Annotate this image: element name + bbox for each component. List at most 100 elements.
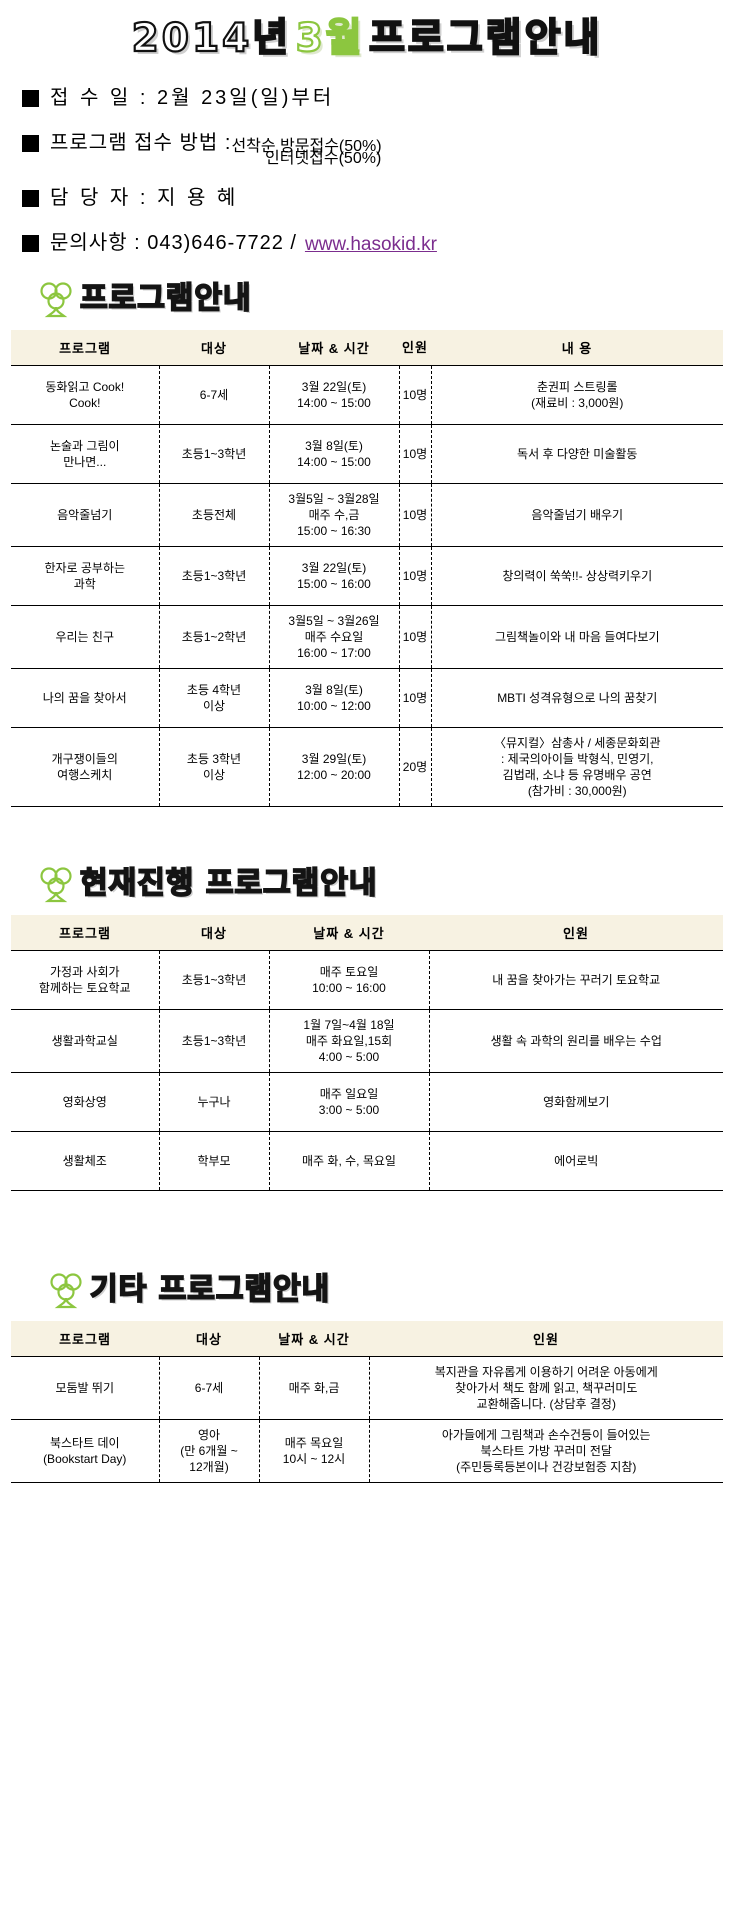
table-row: 한자로 공부하는 과학 초등1~3학년 3월 22일(토) 15:00 ~ 16… [11, 546, 723, 606]
column-header-content: 내 용 [431, 330, 723, 366]
title-year: 2014년 [131, 15, 292, 62]
cell-capacity: 복지관을 자유롭게 이용하기 어려운 아동에게 찾아가서 책도 함께 읽고, 책… [368, 1356, 723, 1420]
cell-program: 동화읽고 Cook! Cook! [11, 365, 159, 425]
cell-datetime: 매주 화, 수, 목요일 [268, 1131, 429, 1191]
column-header-datetime: 날짜 & 시간 [269, 330, 399, 366]
website-link[interactable]: www.hasokid.kr [304, 234, 437, 255]
cell-program: 한자로 공부하는 과학 [11, 546, 159, 606]
cell-target: 6-7세 [158, 1356, 259, 1420]
info-item-label: 담 당 자 : 지 용 혜 [50, 187, 239, 209]
cell-target: 누구나 [158, 1072, 269, 1132]
section-header-programs: 프로그램안내 [36, 276, 734, 322]
cell-datetime: 매주 화,금 [258, 1356, 369, 1420]
cell-program: 음악줄넘기 [11, 483, 159, 547]
table-row: 모둠발 뛰기 6-7세 매주 화,금 복지관을 자유롭게 이용하기 어려운 아동… [11, 1356, 723, 1420]
cell-capacity: 10명 [398, 483, 431, 547]
cell-target: 학부모 [158, 1131, 269, 1191]
cell-capacity: 아가들에게 그림책과 손수건등이 들어있는 북스타트 가방 꾸러미 전달 (주민… [368, 1419, 723, 1483]
cell-capacity: 10명 [398, 668, 431, 728]
cell-program: 개구쟁이들의 여행스케치 [11, 727, 159, 807]
cell-content: 음악줄넘기 배우기 [430, 483, 723, 547]
column-header-capacity: 인원 [399, 330, 431, 366]
column-header-target: 대상 [159, 1321, 259, 1357]
table-row: 논술과 그림이 만나면... 초등1~3학년 3월 8일(토) 14:00 ~ … [11, 424, 723, 484]
column-header-datetime: 날짜 & 시간 [259, 1321, 369, 1357]
cell-target: 영아 (만 6개월 ~ 12개월) [158, 1419, 259, 1483]
column-header-capacity: 인원 [429, 915, 723, 951]
cell-datetime: 3월5일 ~ 3월28일 매주 수,금 15:00 ~ 16:30 [268, 483, 399, 547]
cell-capacity: 10명 [398, 424, 431, 484]
cell-datetime: 3월 8일(토) 14:00 ~ 15:00 [268, 424, 399, 484]
cell-target: 초등1~3학년 [158, 1009, 269, 1073]
column-header-program: 프로그램 [11, 330, 159, 366]
column-header-program: 프로그램 [11, 915, 159, 951]
table-row: 북스타트 데이 (Bookstart Day) 영아 (만 6개월 ~ 12개월… [11, 1419, 723, 1483]
cell-target: 초등1~3학년 [158, 424, 269, 484]
cell-capacity: 에어로빅 [428, 1131, 723, 1191]
cell-datetime: 1월 7일~4월 18일 매주 화요일,15회 4:00 ~ 5:00 [268, 1009, 429, 1073]
black-square-bullet-icon [22, 235, 39, 252]
cell-content: 독서 후 다양한 미술활동 [430, 424, 723, 484]
cell-program: 논술과 그림이 만나면... [11, 424, 159, 484]
info-item-value: 선착순 방문접수(50%) [231, 138, 382, 155]
column-header-target: 대상 [159, 330, 269, 366]
info-item-contact: 문의사항 : 043)646-7722 / www.hasokid.kr [22, 231, 734, 256]
section-title: 현재진행 프로그램안내 [79, 865, 378, 902]
other-programs-table: 프로그램 대상 날짜 & 시간 인원 모둠발 뛰기 6-7세 매주 화,금 복지… [11, 1321, 723, 1483]
cell-datetime: 3월 22일(토) 15:00 ~ 16:00 [268, 546, 399, 606]
black-square-bullet-icon [22, 190, 39, 207]
column-header-target: 대상 [159, 915, 269, 951]
cell-program: 생활체조 [11, 1131, 159, 1191]
section-title: 프로그램안내 [79, 280, 252, 317]
cell-target: 초등1~2학년 [158, 605, 269, 669]
info-item-label: 프로그램 접수 방법 : [50, 132, 232, 154]
cell-datetime: 매주 토요일 10:00 ~ 16:00 [268, 950, 429, 1010]
table-row: 음악줄넘기 초등전체 3월5일 ~ 3월28일 매주 수,금 15:00 ~ 1… [11, 483, 723, 547]
ongoing-programs-table: 프로그램 대상 날짜 & 시간 인원 가정과 사회가 함께하는 토요학교 초등1… [11, 915, 723, 1191]
column-header-datetime: 날짜 & 시간 [269, 915, 429, 951]
column-header-capacity: 인원 [369, 1321, 723, 1357]
table-header-row: 프로그램 대상 날짜 & 시간 인원 [11, 1321, 723, 1357]
section-header-ongoing-programs: 현재진행 프로그램안내 [36, 861, 734, 907]
black-square-bullet-icon [22, 135, 39, 152]
cell-program: 가정과 사회가 함께하는 토요학교 [11, 950, 159, 1010]
table-row: 우리는 친구 초등1~2학년 3월5일 ~ 3월26일 매주 수요일 16:00… [11, 605, 723, 669]
cell-datetime: 3월 8일(토) 10:00 ~ 12:00 [268, 668, 399, 728]
info-item-apply-method: 프로그램 접수 방법 : 선착순 방문접수(50%) [22, 131, 734, 158]
cell-capacity: 10명 [398, 365, 431, 425]
cell-datetime: 매주 일요일 3:00 ~ 5:00 [268, 1072, 429, 1132]
info-list: 접 수 일 : 2월 23일(일)부터 프로그램 접수 방법 : 선착순 방문접… [0, 86, 734, 256]
clover-icon [36, 278, 76, 320]
section-header-other-programs: 기타 프로그램안내 [46, 1267, 734, 1313]
cell-capacity: 내 꿈을 찾아가는 꾸러기 토요학교 [428, 950, 723, 1010]
cell-capacity: 영화함께보기 [428, 1072, 723, 1132]
cell-datetime: 매주 목요일 10시 ~ 12시 [258, 1419, 369, 1483]
cell-target: 초등 4학년 이상 [158, 668, 269, 728]
cell-datetime: 3월5일 ~ 3월26일 매주 수요일 16:00 ~ 17:00 [268, 605, 399, 669]
table-row: 나의 꿈을 찾아서 초등 4학년 이상 3월 8일(토) 10:00 ~ 12:… [11, 668, 723, 728]
programs-table: 프로그램 대상 날짜 & 시간 인원 내 용 동화읽고 Cook! Cook! … [11, 330, 723, 807]
info-item-label: 문의사항 : 043)646-7722 / [50, 232, 297, 254]
cell-program: 생활과학교실 [11, 1009, 159, 1073]
title-rest: 프로그램안내 [368, 15, 603, 62]
section-title: 기타 프로그램안내 [89, 1271, 331, 1308]
table-row: 생활과학교실 초등1~3학년 1월 7일~4월 18일 매주 화요일,15회 4… [11, 1009, 723, 1073]
info-item-label: 접 수 일 : 2월 23일(일)부터 [50, 87, 335, 109]
cell-content: 그림책놀이와 내 마음 들여다보기 [430, 605, 723, 669]
table-row: 영화상영 누구나 매주 일요일 3:00 ~ 5:00 영화함께보기 [11, 1072, 723, 1132]
cell-capacity: 10명 [398, 546, 431, 606]
cell-program: 우리는 친구 [11, 605, 159, 669]
cell-target: 6-7세 [158, 365, 269, 425]
table-row: 동화읽고 Cook! Cook! 6-7세 3월 22일(토) 14:00 ~ … [11, 365, 723, 425]
cell-capacity: 10명 [398, 605, 431, 669]
cell-capacity: 생활 속 과학의 원리를 배우는 수업 [428, 1009, 723, 1073]
clover-icon [36, 863, 76, 905]
title-month: 3월 [294, 15, 365, 62]
black-square-bullet-icon [22, 90, 39, 107]
table-row: 가정과 사회가 함께하는 토요학교 초등1~3학년 매주 토요일 10:00 ~… [11, 950, 723, 1010]
cell-capacity: 20명 [398, 727, 431, 807]
table-header-row: 프로그램 대상 날짜 & 시간 인원 [11, 915, 723, 951]
cell-target: 초등 3학년 이상 [158, 727, 269, 807]
info-item-manager: 담 당 자 : 지 용 혜 [22, 186, 734, 211]
cell-content: MBTI 성격유형으로 나의 꿈찾기 [430, 668, 723, 728]
